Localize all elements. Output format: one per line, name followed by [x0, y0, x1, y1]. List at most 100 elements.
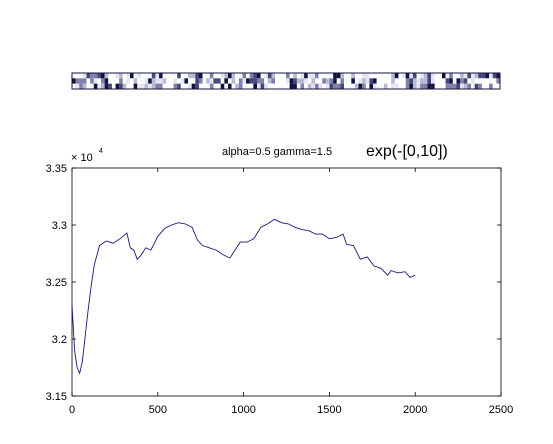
strip-cell: [329, 78, 334, 84]
strip-cell: [412, 83, 417, 90]
strip-cell: [217, 78, 221, 84]
strip-cell: [333, 73, 337, 79]
strip-cell: [449, 73, 453, 79]
strip-border: [71, 72, 501, 90]
strip-cell: [180, 78, 185, 84]
strip-cell: [231, 83, 236, 90]
strip-cell: [282, 78, 287, 84]
strip-cell: [177, 78, 181, 84]
strip-cell: [159, 78, 163, 84]
strip-cell: [184, 73, 189, 79]
strip-cell: [293, 78, 297, 84]
strip-cell: [209, 73, 214, 79]
strip-cell: [315, 83, 319, 90]
strip-cell: [82, 83, 87, 90]
strip-cell: [376, 78, 381, 84]
strip-cell: [441, 78, 446, 84]
strip-cell: [300, 78, 305, 84]
strip-cell: [452, 83, 457, 90]
strip-cell: [286, 83, 290, 90]
strip-cell: [256, 73, 261, 79]
strip-cell: [467, 78, 472, 84]
strip-cell: [231, 78, 236, 84]
strip-cell: [311, 73, 316, 79]
strip-cell: [209, 83, 214, 90]
strip-cell: [130, 78, 134, 84]
y-exponent-power: 4: [99, 148, 103, 155]
strip-cell: [224, 73, 229, 79]
y-tick-label: 3.15: [46, 391, 67, 403]
strip-cell: [405, 73, 410, 79]
strip-cell: [90, 78, 94, 84]
strip-cell: [412, 78, 417, 84]
strip-cell: [72, 78, 76, 84]
strip-cell: [151, 78, 156, 84]
y-tick-label: 3.2: [52, 334, 67, 346]
strip-cell: [235, 78, 239, 84]
strip-cell: [347, 78, 352, 84]
y-tick-label: 3.25: [46, 277, 67, 289]
strip-cell: [238, 83, 243, 90]
strip-cell: [362, 83, 366, 90]
strip-cell: [275, 73, 279, 79]
strip-cell: [202, 78, 207, 84]
strip-cell: [180, 83, 185, 90]
strip-cell: [470, 83, 475, 90]
params-annotation: alpha=0.5 gamma=1.5: [222, 146, 332, 158]
strip-cell: [289, 73, 294, 79]
strip-cell: [383, 73, 388, 79]
strip-cell: [137, 83, 141, 90]
strip-cell: [75, 78, 80, 84]
strip-cell: [155, 78, 160, 84]
strip-cell: [496, 73, 501, 79]
strip-cell: [235, 73, 239, 79]
strip-cell: [119, 78, 123, 84]
strip-cell: [206, 73, 210, 79]
strip-cell: [376, 83, 381, 90]
strip-cell: [380, 73, 384, 79]
strip-cell: [420, 78, 424, 84]
strip-cell: [126, 83, 131, 90]
strip-cell: [318, 78, 323, 84]
strip-cell: [253, 73, 258, 79]
strip-cell: [101, 78, 105, 84]
strip-cell: [423, 73, 428, 79]
strip-cell: [90, 73, 94, 79]
strip-cell: [238, 73, 243, 79]
strip-cell: [300, 83, 305, 90]
strip-cell: [195, 83, 199, 90]
strip-cell: [166, 78, 170, 84]
strip-cell: [122, 73, 127, 79]
strip-cell: [119, 83, 123, 90]
strip-cell: [122, 83, 127, 90]
strip-cell: [224, 83, 229, 90]
strip-cell: [256, 78, 261, 84]
strip-cell: [434, 78, 439, 84]
strip-cell: [191, 83, 196, 90]
strip-cell: [333, 83, 337, 90]
strip-cell: [398, 83, 403, 90]
strip-cell: [169, 78, 174, 84]
strip-cell: [445, 83, 450, 90]
strip-cell: [166, 83, 170, 90]
formula-annotation: exp(-[0,10]): [366, 143, 448, 160]
strip-cell: [354, 83, 359, 90]
strip-cell: [133, 83, 138, 90]
strip-cell: [72, 73, 76, 79]
ticks: [71, 167, 502, 397]
strip-cell: [391, 83, 395, 90]
strip-cell: [416, 83, 421, 90]
strip-cell: [365, 83, 370, 90]
strip-cell: [137, 78, 141, 84]
strip-cell: [108, 73, 112, 79]
strip-cell: [79, 78, 83, 84]
strip-cell: [456, 78, 461, 84]
strip-cell: [166, 73, 170, 79]
strip-cell: [383, 83, 388, 90]
y-tick-labels: 3.15 3.2 3.25 3.3 3.35: [46, 163, 67, 403]
strip-cell: [86, 78, 91, 84]
strip-cell: [489, 73, 493, 79]
x-tick-label: 0: [69, 404, 75, 416]
strip-cell: [383, 78, 388, 84]
strip-cell: [354, 78, 359, 84]
